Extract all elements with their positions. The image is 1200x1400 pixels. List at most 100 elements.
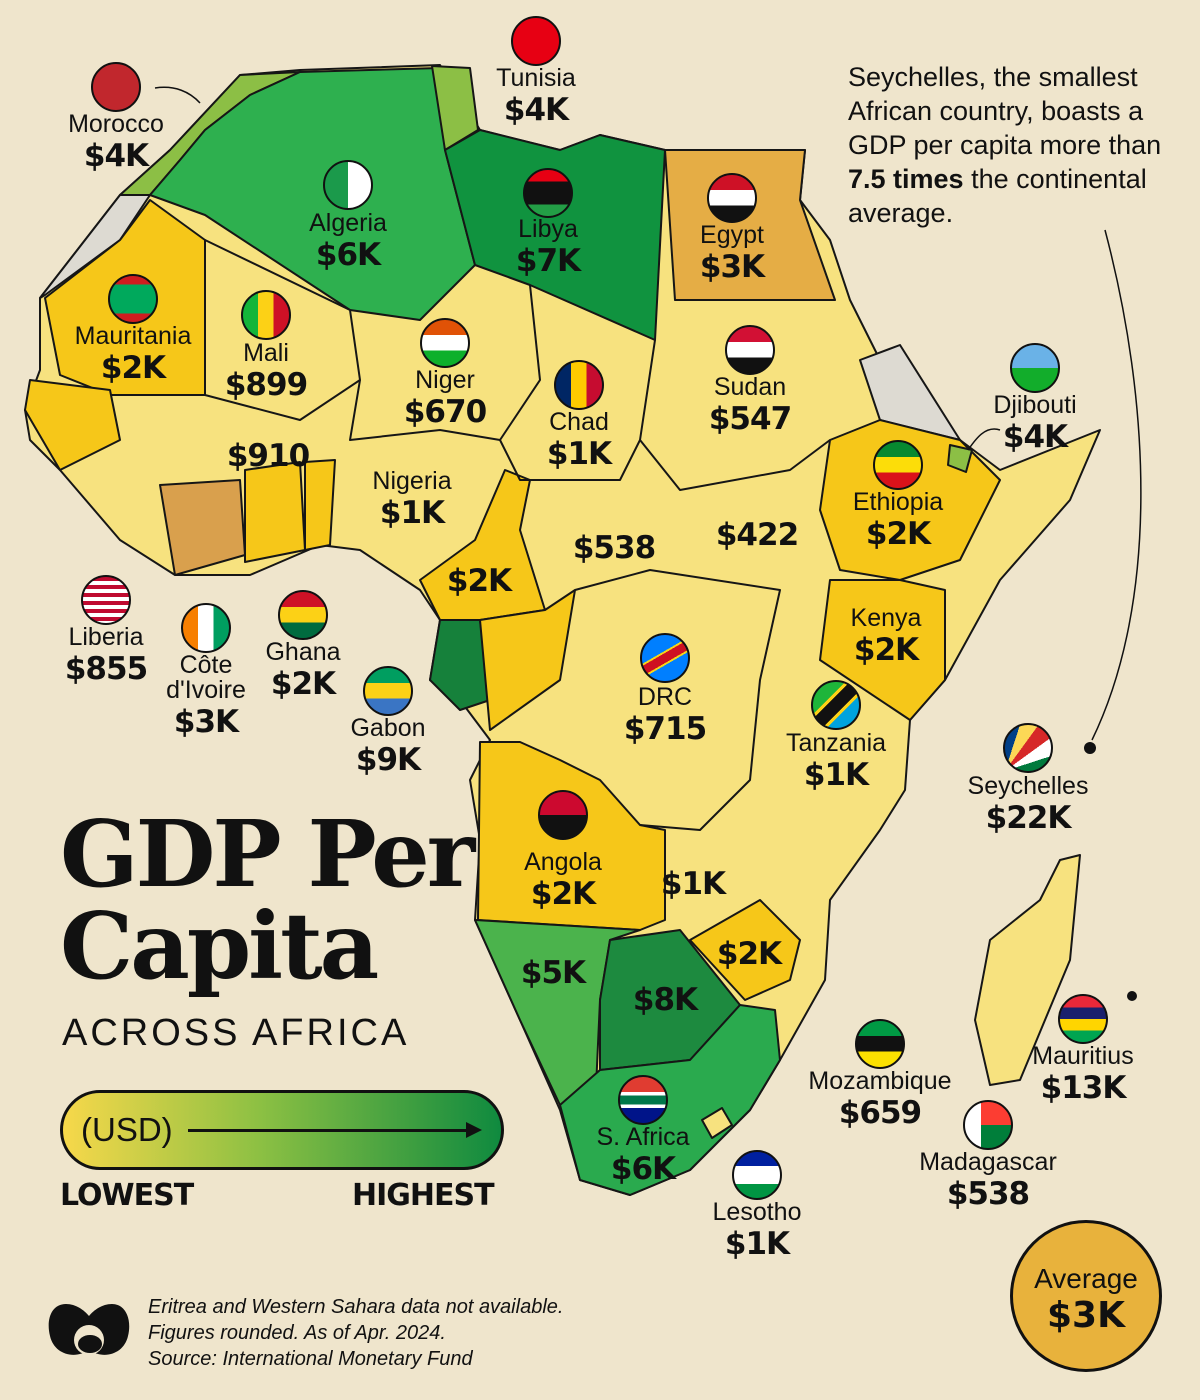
label-angola: Angola $2K (524, 850, 602, 910)
flag-mauritius-icon (1058, 994, 1108, 1044)
flag-libya-icon (523, 168, 573, 218)
label-niger: Niger $670 (403, 368, 487, 430)
seychelles-island (1084, 742, 1096, 754)
footer-notes: Eritrea and Western Sahara data not avai… (148, 1294, 563, 1372)
label-algeria: Algeria $6K (309, 211, 387, 271)
country-name: Morocco (68, 110, 164, 138)
country-value: $1K (379, 495, 445, 531)
flag-tanzania-icon (811, 680, 861, 730)
label-ghana: Ghana $2K (265, 640, 340, 700)
country-value: $855 (64, 651, 148, 687)
seychelles-annotation: Seychelles, the smallest African country… (848, 60, 1200, 230)
label-libya: Libya $7K (515, 217, 581, 279)
flag-mauritania-icon (108, 274, 158, 324)
value-zambia: $1K (660, 866, 726, 902)
flag-mali-icon (241, 290, 291, 340)
flag-drc-icon (640, 633, 690, 683)
country-value: $4K (503, 92, 569, 128)
flag-angola-icon (538, 790, 588, 840)
country-name: Egypt (700, 221, 764, 249)
country-value: $1K (803, 757, 869, 793)
note-text-end: the continental average. (848, 164, 1147, 228)
label-nigeria: Nigeria $1K (372, 469, 451, 529)
country-name: S. Africa (596, 1123, 690, 1151)
label-tunisia: Tunisia $4K (496, 66, 576, 126)
average-badge: Average $3K (1010, 1220, 1162, 1372)
label-lesotho: Lesotho $1K (713, 1200, 802, 1260)
country-value: $4K (1002, 419, 1068, 455)
flag-seychelles-icon (1003, 723, 1053, 773)
country-name: Kenya (850, 604, 922, 632)
country-name: Sudan (713, 373, 787, 401)
egypt (664, 149, 836, 301)
country-name: Madagascar (919, 1148, 1057, 1176)
footer-line: Eritrea and Western Sahara data not avai… (148, 1296, 564, 1318)
label-cote-divoire: Côte d'Ivoire $3K (151, 653, 261, 738)
page-title: GDP Per Capita (60, 800, 475, 1000)
note-emphasis: 7.5 times (848, 164, 964, 194)
country-value: $13K (1040, 1070, 1127, 1106)
label-chad: Chad $1K (546, 408, 612, 472)
value-namibia: $5K (520, 955, 586, 991)
country-name: Nigeria (372, 467, 452, 495)
note-text: Seychelles, the smallest African country… (848, 62, 1162, 160)
footer-line: Source: International Monetary Fund (148, 1348, 473, 1370)
country-value: $659 (838, 1095, 922, 1131)
country-name: Tanzania (785, 729, 887, 757)
country-value: $2K (530, 876, 596, 912)
country-name: Djibouti (993, 391, 1077, 419)
flag-chad-icon (554, 360, 604, 410)
annotation-arrow (1091, 229, 1142, 741)
arrow-right-icon (188, 1122, 482, 1138)
niger-border (349, 379, 501, 441)
congo (479, 589, 576, 731)
gabon (429, 619, 491, 711)
djibouti-arrow (967, 428, 1001, 451)
country-name: Lesotho (712, 1198, 802, 1226)
flag-gabon-icon (363, 666, 413, 716)
flag-lesotho-icon (732, 1150, 782, 1200)
label-tanzania: Tanzania $1K (786, 731, 886, 791)
value-cameroon: $2K (446, 563, 512, 599)
country-name: Ghana (265, 638, 341, 666)
country-value: $3K (173, 704, 239, 740)
country-value: $7K (515, 243, 581, 279)
label-kenya: Kenya $2K (851, 606, 922, 666)
country-value: $2K (100, 350, 166, 386)
flag-algeria-icon (323, 160, 373, 210)
country-value: $2K (853, 632, 919, 668)
value-car: $538 (572, 530, 656, 566)
legend-low: LOWEST (60, 1178, 194, 1213)
country-value: $22K (985, 800, 1072, 836)
country-name: Angola (524, 848, 602, 876)
country-name: Chad (549, 408, 609, 436)
flag-ethiopia-icon (873, 440, 923, 490)
country-value: $547 (708, 401, 792, 437)
flag-ghana-icon (278, 590, 328, 640)
label-mozambique: Mozambique $659 (808, 1069, 951, 1129)
zimbabwe (689, 899, 801, 1001)
label-gabon: Gabon $9K (350, 716, 425, 776)
color-legend: (USD) (60, 1090, 504, 1170)
country-value: $1K (724, 1226, 790, 1262)
flag-cote-divoire-icon (181, 603, 231, 653)
value-zimbabwe: $2K (716, 936, 782, 972)
country-name: Ethiopia (852, 488, 944, 516)
flag-sudan-icon (725, 325, 775, 375)
country-value: $670 (403, 394, 487, 430)
morocco-arrow (154, 86, 201, 104)
flag-morocco-icon (91, 62, 141, 112)
flag-djibouti-icon (1010, 343, 1060, 393)
togo-benin (304, 459, 336, 551)
country-value: $1K (546, 436, 612, 472)
kenya (819, 579, 946, 721)
footer-line: Figures rounded. As of Apr. 2024. (148, 1322, 446, 1344)
chad-border (499, 284, 641, 481)
average-label: Average (1034, 1263, 1138, 1294)
country-value: $6K (315, 237, 381, 273)
country-value: $2K (270, 666, 336, 702)
country-name: Liberia (68, 623, 144, 651)
flag-mozambique-icon (855, 1019, 905, 1069)
label-south-africa: S. Africa $6K (596, 1125, 689, 1185)
